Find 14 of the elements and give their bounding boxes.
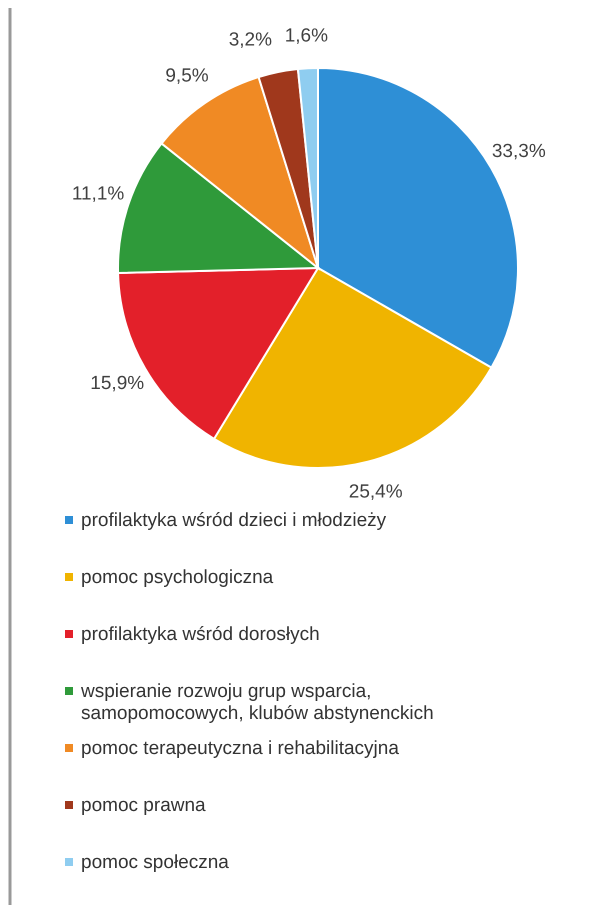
data-label: 25,4% <box>348 482 403 503</box>
data-label: 33,3% <box>492 140 546 162</box>
legend-label: pomoc prawna <box>81 795 206 816</box>
legend-label: profilaktyka wśród dorosłych <box>81 624 320 646</box>
data-label: 3,2% <box>228 30 272 51</box>
data-label: 1,6% <box>284 25 328 46</box>
legend-label: pomoc psychologiczna <box>81 567 274 588</box>
data-label: 15,9% <box>90 373 144 394</box>
legend-label: wspieranie rozwoju grup wsparcia, samopomocowych, klubów abstynenckich <box>80 681 434 724</box>
legend-label: pomoc społeczna <box>81 852 230 874</box>
legend-label: profilaktyka wśród dzieci i młodzieży <box>81 510 387 532</box>
legend-label: pomoc terapeutyczna i rehabilitacyjna <box>81 738 400 760</box>
data-label: 11,1% <box>72 183 124 204</box>
data-label: 9,5% <box>165 66 209 87</box>
